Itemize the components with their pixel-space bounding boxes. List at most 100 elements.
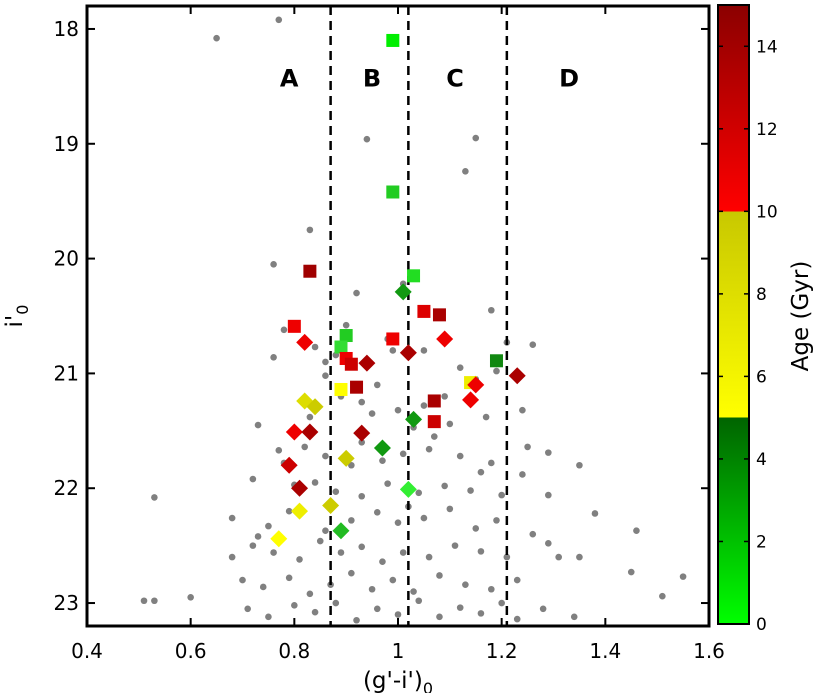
background-point [322,452,329,460]
background-point [348,517,355,524]
background-point [576,461,583,469]
background-point [306,590,314,598]
background-point [322,372,329,380]
y-tick-label: 19 [54,132,79,156]
background-point [513,576,521,584]
y-axis-title: i'0 [2,305,32,328]
background-point [679,573,687,580]
background-point [301,443,309,451]
background-point [249,542,257,549]
background-point [524,443,531,451]
background-point [265,613,272,621]
background-point [373,605,381,613]
square-point [386,185,400,199]
background-point [456,364,464,371]
background-point [659,592,666,600]
background-point [389,576,397,584]
diamond-point [270,530,288,548]
colorbar-title: Age (Gyr) [788,261,814,372]
background-point [529,341,537,349]
diamond-point [291,502,309,520]
background-point [316,537,324,545]
background-point [467,487,474,494]
background-point [545,449,552,456]
diamond-point [285,423,303,441]
background-point [446,505,454,513]
diamond-point [296,333,314,351]
square-point [339,329,353,343]
background-point [265,522,272,530]
background-point [477,548,485,555]
diamond-point [467,376,485,394]
background-point [379,558,386,566]
background-point [477,468,485,476]
background-point [280,326,288,334]
colorbar-tick-label: 2 [756,532,767,552]
diamond-point [399,344,417,362]
background-point [358,543,366,551]
x-tick-label: 0.4 [71,639,103,663]
background-point [545,540,552,547]
background-point [430,433,438,440]
background-point [503,553,511,561]
y-tick-label: 20 [54,247,79,271]
x-axis: 0.4 0.6 0.8 1 1.2 1.4 1.6 [71,6,725,663]
square-point [334,340,348,354]
region-labels: A B C D [280,64,579,92]
diamond-point [301,423,319,441]
y-axis: 18 19 20 21 22 23 [54,17,709,615]
background-point [306,413,314,421]
background-point [462,581,469,588]
background-point [368,410,376,417]
background-point [415,597,423,605]
background-point [379,457,386,464]
background-point [633,527,640,535]
square-point [417,304,431,318]
background-point [249,475,257,483]
background-point [348,569,355,577]
y-tick-label: 22 [54,476,79,500]
diamond-point [353,424,371,442]
background-point [275,447,283,454]
background-point [545,491,552,499]
background-point [576,553,583,561]
background-point [420,402,428,409]
background-point [311,479,319,486]
background-point [394,611,402,618]
square-point [287,319,301,333]
background-point [472,134,480,142]
x-tick-label: 1 [392,639,405,663]
square-point [344,357,358,371]
background-point [270,549,277,556]
background-point [410,588,417,595]
background-point [519,406,526,414]
diamond-point [280,456,298,474]
background-point [399,549,407,556]
background-point [441,393,448,400]
diamond-point [405,410,423,428]
background-point [493,517,500,524]
background-point [570,613,578,621]
diamond-point [332,522,350,540]
background-points [140,16,687,624]
region-label-b: B [363,64,381,92]
background-point [259,583,267,591]
colorbar-tick-label: 6 [756,367,767,387]
x-tick-label: 1.4 [589,639,621,663]
background-point [627,568,635,576]
x-tick-label: 1.2 [486,639,518,663]
square-point [350,380,364,394]
background-point [322,527,329,535]
background-point [275,16,283,24]
colorbar-tick-label: 0 [756,615,767,635]
background-point [342,321,350,329]
background-point [456,452,464,460]
background-point [488,585,495,593]
y-tick-label: 18 [54,17,79,41]
background-point [151,597,158,605]
background-point [472,525,480,532]
square-point [407,269,421,283]
region-label-c: C [446,64,464,92]
square-point [386,33,400,47]
y-tick-label: 21 [54,361,79,385]
